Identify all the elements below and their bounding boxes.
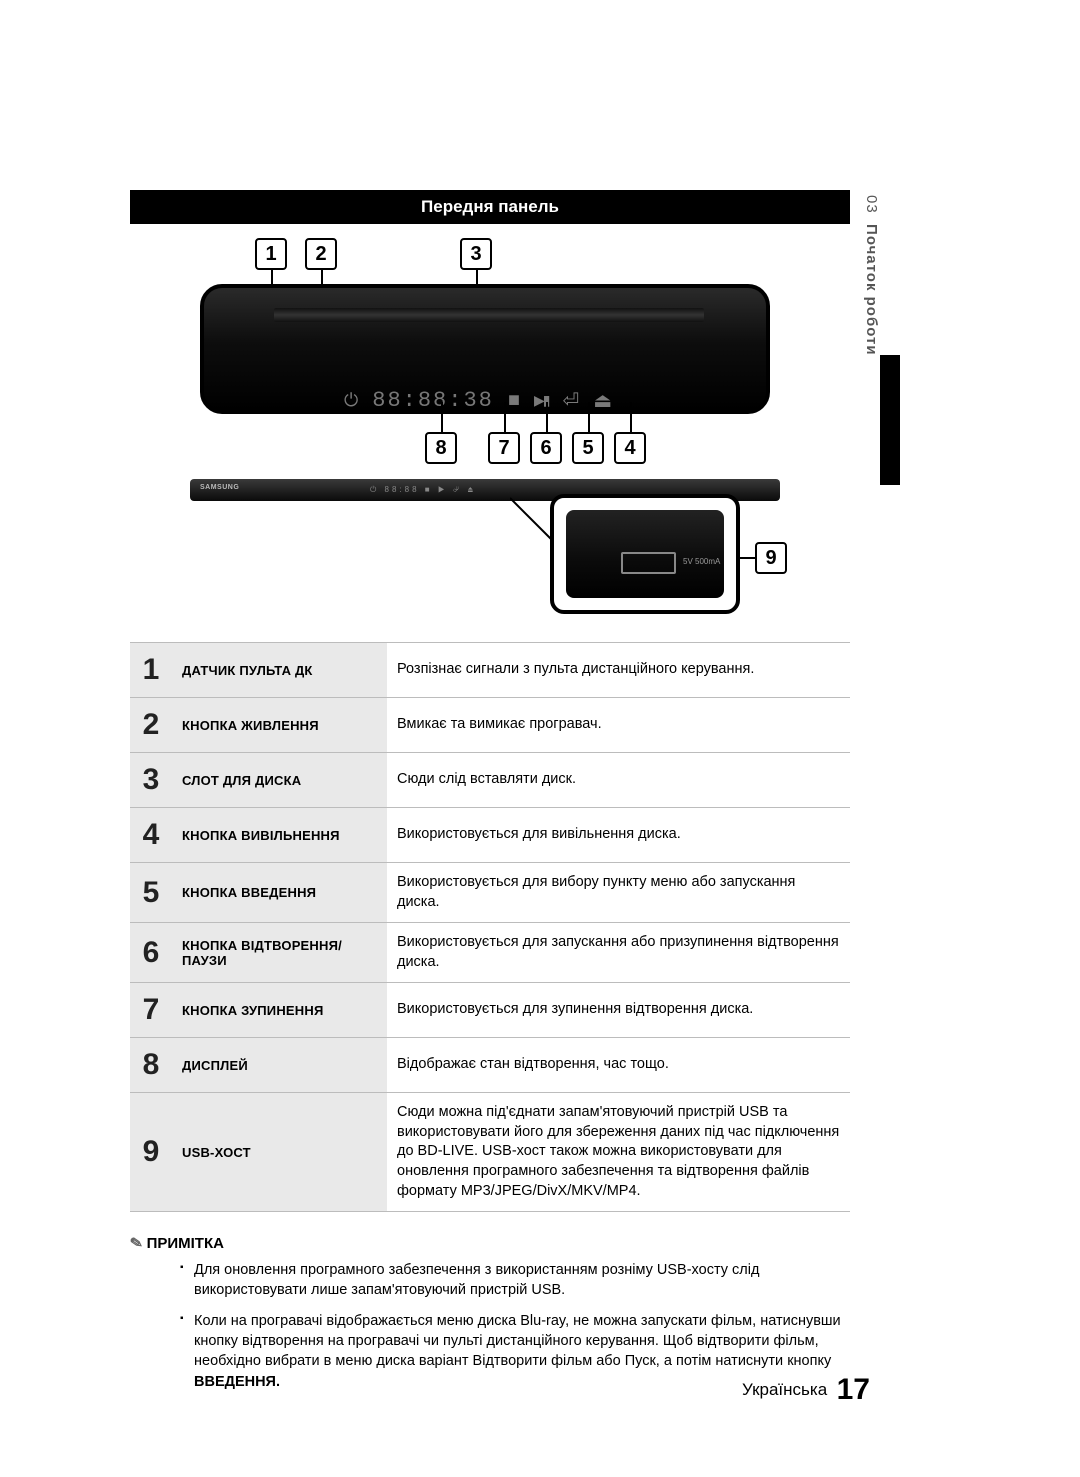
table-row: 9USB-ХОСТСюди можна під'єднати запам'ято… bbox=[130, 1093, 850, 1212]
thumb-tab bbox=[880, 355, 900, 485]
row-number: 8 bbox=[130, 1038, 172, 1093]
row-number: 3 bbox=[130, 753, 172, 808]
row-number: 4 bbox=[130, 808, 172, 863]
page-content: Передня панель 1 2 3 ⏻ 88:88:38 ■ ▶▮ ⏎ ⏏… bbox=[130, 190, 850, 1402]
row-number: 2 bbox=[130, 698, 172, 753]
usb-detail bbox=[550, 494, 740, 614]
row-label: USB-ХОСТ bbox=[172, 1093, 387, 1212]
table-row: 7КНОПКА ЗУПИНЕННЯВикористовується для зу… bbox=[130, 983, 850, 1038]
section-tab: 03 Початок роботи bbox=[856, 195, 880, 385]
row-label: КНОПКА ЗУПИНЕННЯ bbox=[172, 983, 387, 1038]
disc-slot bbox=[274, 308, 704, 322]
row-desc: Використовується для вивільнення диска. bbox=[387, 808, 850, 863]
chapter-number: 03 bbox=[863, 195, 880, 214]
row-number: 7 bbox=[130, 983, 172, 1038]
row-label: КНОПКА ВІДТВОРЕННЯ/ПАУЗИ bbox=[172, 923, 387, 983]
display-text: 88:88:38 bbox=[372, 388, 494, 413]
callout-2: 2 bbox=[305, 238, 337, 270]
callout-3: 3 bbox=[460, 238, 492, 270]
legend-table: 1ДАТЧИК ПУЛЬТА ДКРозпізнає сигнали з пул… bbox=[130, 642, 850, 1212]
callout-9: 9 bbox=[755, 542, 787, 574]
page-number: 17 bbox=[837, 1373, 870, 1406]
power-icon: ⏻ bbox=[344, 390, 358, 411]
row-label: ДАТЧИК ПУЛЬТА ДК bbox=[172, 643, 387, 698]
note-icon: ✎ bbox=[129, 1233, 145, 1253]
note-item: Для оновлення програмного забезпечення з… bbox=[130, 1260, 850, 1301]
row-desc: Вмикає та вимикає програвач. bbox=[387, 698, 850, 753]
row-label: ДИСПЛЕЙ bbox=[172, 1038, 387, 1093]
callout-7: 7 bbox=[488, 432, 520, 464]
row-label: КНОПКА ЖИВЛЕННЯ bbox=[172, 698, 387, 753]
table-row: 8ДИСПЛЕЙВідображає стан відтворення, час… bbox=[130, 1038, 850, 1093]
row-number: 6 bbox=[130, 923, 172, 983]
note-title-text: ПРИМІТКА bbox=[147, 1235, 224, 1252]
table-row: 1ДАТЧИК ПУЛЬТА ДКРозпізнає сигнали з пул… bbox=[130, 643, 850, 698]
section-header: Передня панель bbox=[130, 190, 850, 224]
row-desc: Розпізнає сигнали з пульта дистанційного… bbox=[387, 643, 850, 698]
callout-5: 5 bbox=[572, 432, 604, 464]
note-block: ✎ПРИМІТКА Для оновлення програмного забе… bbox=[130, 1234, 850, 1392]
table-row: 6КНОПКА ВІДТВОРЕННЯ/ПАУЗИВикористовуєтьс… bbox=[130, 923, 850, 983]
row-number: 9 bbox=[130, 1093, 172, 1212]
row-label: КНОПКА ВИВІЛЬНЕННЯ bbox=[172, 808, 387, 863]
table-row: 2КНОПКА ЖИВЛЕННЯВмикає та вимикає програ… bbox=[130, 698, 850, 753]
row-desc: Використовується для зупинення відтворен… bbox=[387, 983, 850, 1038]
table-row: 5КНОПКА ВВЕДЕННЯВикористовується для виб… bbox=[130, 863, 850, 923]
enter-icon: ⏎ bbox=[562, 388, 579, 413]
callout-4: 4 bbox=[614, 432, 646, 464]
row-label: КНОПКА ВВЕДЕННЯ bbox=[172, 863, 387, 923]
row-label: СЛОТ ДЛЯ ДИСКА bbox=[172, 753, 387, 808]
row-number: 1 bbox=[130, 643, 172, 698]
player-front: ⏻ 88:88:38 ■ ▶▮ ⏎ ⏏ bbox=[200, 284, 770, 414]
eject-icon: ⏏ bbox=[593, 388, 612, 413]
note-title: ✎ПРИМІТКА bbox=[130, 1234, 850, 1252]
panel-icons: ⏻ 88:88:38 ■ ▶▮ ⏎ ⏏ bbox=[344, 388, 612, 413]
stop-icon: ■ bbox=[508, 389, 520, 412]
row-number: 5 bbox=[130, 863, 172, 923]
row-desc: Відображає стан відтворення, час тощо. bbox=[387, 1038, 850, 1093]
usb-port bbox=[621, 552, 676, 574]
callout-6: 6 bbox=[530, 432, 562, 464]
front-panel-diagram: 1 2 3 ⏻ 88:88:38 ■ ▶▮ ⏎ ⏏ 8 7 6 5 4 bbox=[130, 224, 850, 624]
footer-lang: Українська bbox=[742, 1380, 827, 1399]
callout-8: 8 bbox=[425, 432, 457, 464]
row-desc: Сюди можна під'єднати запам'ятовуючий пр… bbox=[387, 1093, 850, 1212]
row-desc: Сюди слід вставляти диск. bbox=[387, 753, 850, 808]
table-row: 4КНОПКА ВИВІЛЬНЕННЯВикористовується для … bbox=[130, 808, 850, 863]
chapter-title: Початок роботи bbox=[863, 224, 880, 356]
page-footer: Українська 17 bbox=[742, 1373, 870, 1407]
row-desc: Використовується для запускання або приз… bbox=[387, 923, 850, 983]
table-row: 3СЛОТ ДЛЯ ДИСКАСюди слід вставляти диск. bbox=[130, 753, 850, 808]
callout-1: 1 bbox=[255, 238, 287, 270]
row-desc: Використовується для вибору пункту меню … bbox=[387, 863, 850, 923]
